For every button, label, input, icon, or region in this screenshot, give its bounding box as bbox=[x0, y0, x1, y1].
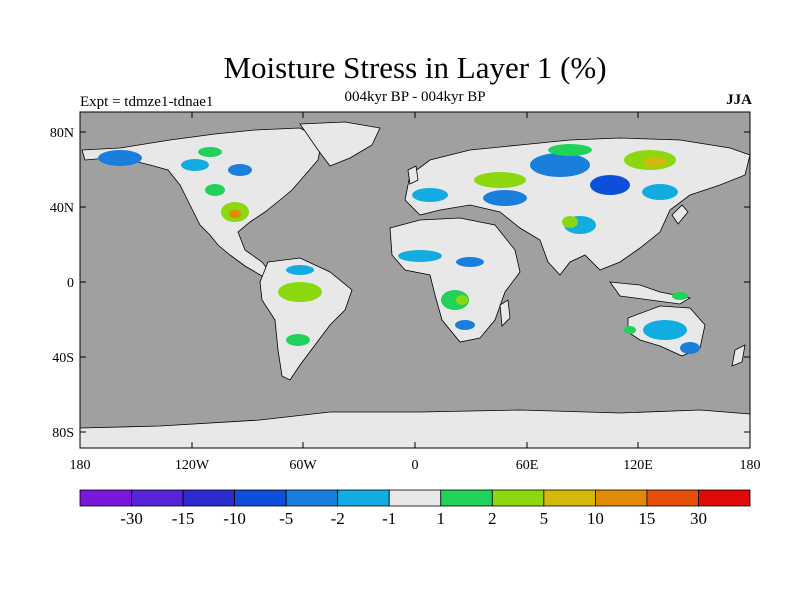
colorbar-swatch bbox=[337, 489, 390, 507]
colorbar-label: 15 bbox=[638, 509, 655, 528]
lon-tick-label: 180 bbox=[740, 458, 761, 473]
colorbar-swatch bbox=[131, 489, 184, 507]
patch bbox=[680, 342, 700, 354]
negative-anomaly-patches bbox=[98, 150, 700, 354]
colorbar-swatch bbox=[491, 489, 545, 507]
patch bbox=[456, 257, 484, 267]
lon-tick-label: 180 bbox=[70, 458, 91, 473]
lon-tick-label: 120W bbox=[175, 458, 210, 473]
patch bbox=[643, 320, 687, 340]
patch bbox=[590, 175, 630, 195]
colorbar-label: 10 bbox=[587, 509, 604, 528]
map-subtitle: 004kyr BP - 004kyr BP bbox=[344, 89, 486, 105]
lat-tick-label: 40S bbox=[52, 351, 74, 366]
patch bbox=[672, 292, 688, 300]
patch bbox=[198, 147, 222, 157]
lon-tick-label: 60E bbox=[516, 458, 539, 473]
lat-tick-label: 40N bbox=[50, 201, 74, 216]
colorbar-label: -1 bbox=[382, 509, 396, 528]
new-zealand bbox=[731, 344, 746, 367]
patch bbox=[181, 159, 209, 171]
patch bbox=[286, 265, 314, 275]
patch bbox=[483, 190, 527, 206]
british-isles bbox=[407, 165, 419, 185]
positive-anomaly-patches bbox=[198, 144, 688, 346]
colorbar-swatch bbox=[440, 489, 493, 507]
colorbar-label: -5 bbox=[279, 509, 293, 528]
patch bbox=[455, 320, 475, 330]
patch bbox=[398, 250, 442, 262]
lat-tick-label: 80S bbox=[52, 426, 74, 441]
lon-tick-label: 60W bbox=[289, 458, 317, 473]
lon-tick-label: 120E bbox=[623, 458, 653, 473]
patch bbox=[562, 216, 578, 228]
patch bbox=[278, 282, 322, 302]
colorbar-swatch bbox=[79, 489, 132, 507]
patch bbox=[548, 144, 592, 156]
colorbar-swatch bbox=[646, 489, 699, 507]
indonesia bbox=[609, 281, 692, 305]
north-america bbox=[81, 127, 323, 277]
colorbar-swatch bbox=[594, 489, 648, 507]
colorbar-swatch bbox=[388, 489, 442, 507]
greenland bbox=[299, 121, 381, 167]
patch bbox=[642, 184, 678, 200]
colorbar-label: -2 bbox=[331, 509, 345, 528]
latitude-axis: 80N 40N 0 40S 80S bbox=[50, 126, 750, 441]
experiment-label: Expt = tdmze1-tdnae1 bbox=[80, 94, 214, 110]
patch bbox=[205, 184, 225, 196]
lat-tick-label: 80N bbox=[50, 126, 74, 141]
map-title: Moisture Stress in Layer 1 (%) bbox=[223, 50, 607, 85]
longitude-axis: 180 120W 60W 0 60E 120E 180 bbox=[70, 112, 761, 473]
season-label: JJA bbox=[726, 92, 752, 108]
patch bbox=[229, 210, 241, 218]
colorbar-label: 30 bbox=[690, 509, 707, 528]
patch bbox=[530, 153, 590, 177]
madagascar bbox=[499, 299, 511, 327]
colorbar-swatch bbox=[698, 489, 751, 507]
lon-tick-label: 0 bbox=[412, 458, 419, 473]
colorbar-label: -15 bbox=[172, 509, 195, 528]
lat-tick-label: 0 bbox=[67, 276, 74, 291]
colorbar-label: -30 bbox=[120, 509, 143, 528]
patch bbox=[643, 157, 667, 167]
patch bbox=[474, 172, 526, 188]
patch bbox=[286, 334, 310, 346]
japan bbox=[671, 204, 689, 225]
patch bbox=[624, 326, 636, 334]
colorbar: -30 -15 -10 -5 -2 -1 1 2 5 10 15 30 bbox=[79, 489, 751, 528]
colorbar-label: 5 bbox=[540, 509, 549, 528]
colorbar-label: 2 bbox=[488, 509, 497, 528]
colorbar-label: 1 bbox=[437, 509, 446, 528]
colorbar-swatch bbox=[234, 489, 287, 507]
patch bbox=[98, 150, 142, 166]
patch bbox=[228, 164, 252, 176]
patch bbox=[456, 295, 468, 305]
colorbar-swatch bbox=[182, 489, 236, 507]
colorbar-label: -10 bbox=[223, 509, 246, 528]
patch bbox=[412, 188, 448, 202]
eurasia bbox=[404, 137, 751, 276]
colorbar-swatch bbox=[543, 489, 596, 507]
colorbar-swatch bbox=[285, 489, 339, 507]
africa bbox=[389, 217, 521, 343]
